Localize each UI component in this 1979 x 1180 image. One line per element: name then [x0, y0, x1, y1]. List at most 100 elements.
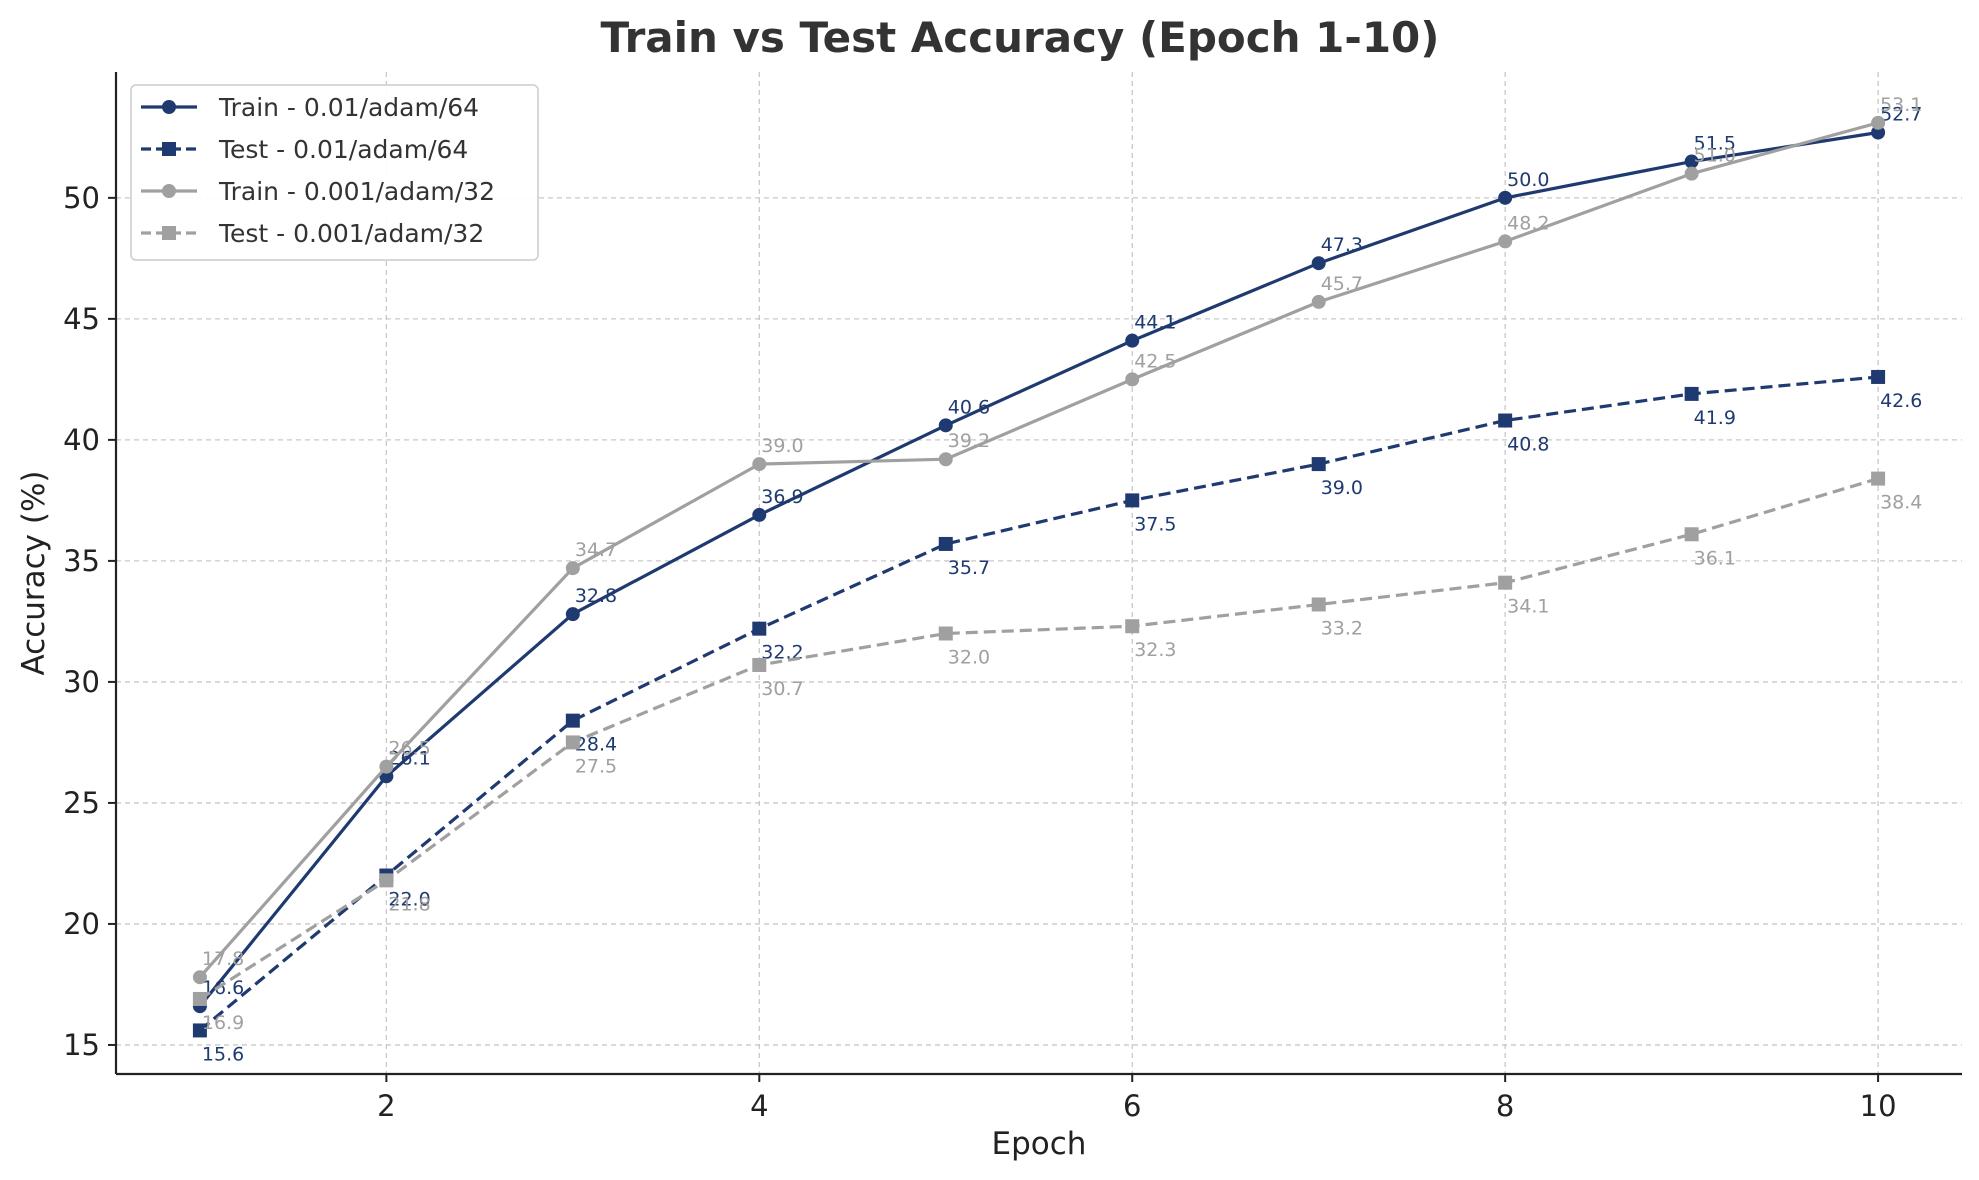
data-point	[1498, 234, 1513, 249]
data-label: 16.6	[202, 977, 244, 999]
data-label: 32.3	[1134, 639, 1176, 661]
data-label: 51.0	[1694, 145, 1736, 167]
data-label: 45.7	[1321, 273, 1363, 295]
data-point	[752, 457, 767, 472]
data-point	[1311, 256, 1326, 271]
x-tick-label: 4	[750, 1089, 768, 1123]
data-label: 39.0	[1321, 477, 1363, 499]
legend: Train - 0.01/adam/64 Test - 0.01/adam/64 T…	[130, 84, 539, 261]
data-label: 53.1	[1880, 94, 1922, 116]
axis-ticks: 2 4 6 8 10 15 20 25 30 35 40 45 50	[63, 181, 1896, 1123]
data-point	[565, 735, 580, 750]
series-line	[198, 130, 1879, 1008]
data-point	[565, 561, 580, 576]
data-label: 36.9	[761, 486, 803, 508]
y-tick-label: 35	[63, 544, 100, 578]
data-point	[938, 418, 953, 433]
series-line	[198, 121, 1879, 979]
data-label: 32.0	[948, 647, 990, 669]
legend-box	[130, 84, 539, 261]
data-point	[1125, 619, 1140, 634]
data-point	[1684, 166, 1699, 181]
data-label: 32.8	[575, 585, 617, 607]
data-point	[1684, 154, 1699, 169]
data-label: 51.5	[1694, 133, 1736, 155]
data-point	[1498, 190, 1513, 205]
data-point	[1311, 294, 1326, 309]
data-point	[752, 621, 767, 636]
y-tick-label: 25	[63, 786, 100, 820]
data-label: 17.8	[202, 948, 244, 970]
legend-marker	[162, 226, 176, 240]
data-point	[1125, 493, 1140, 508]
data-point	[752, 507, 767, 522]
data-label: 39.2	[948, 430, 990, 452]
series-4: 16.9 21.8 27.5 30.7 32.0 32.3 33.2 34.1 36.1 38.4	[192, 471, 1922, 1034]
data-label: 47.3	[1321, 234, 1363, 256]
x-tick-label: 10	[1860, 1089, 1897, 1123]
data-label: 40.6	[948, 396, 990, 418]
data-label: 15.6	[202, 1043, 244, 1065]
y-axis-label: Accuracy (%)	[16, 470, 52, 675]
data-label: 52.7	[1880, 104, 1922, 126]
y-tick-label: 15	[63, 1028, 100, 1062]
legend-label: Test - 0.01/adam/64	[218, 135, 468, 164]
data-point	[1871, 369, 1886, 384]
data-label: 22.0	[388, 889, 430, 911]
data-point	[565, 607, 580, 622]
legend-label: Train - 0.01/adam/64	[218, 93, 479, 122]
data-point	[379, 759, 394, 774]
data-label: 26.5	[388, 738, 430, 760]
series-line	[198, 375, 1879, 1032]
series-layer: 16.626.132.836.940.644.147.350.051.552.7…	[192, 94, 1922, 1065]
data-label: 30.7	[761, 678, 803, 700]
chart-title: Train vs Test Accuracy (Epoch 1-10)	[601, 13, 1440, 62]
data-label: 16.9	[202, 1012, 244, 1034]
legend-label: Test - 0.001/adam/32	[218, 219, 484, 248]
data-point	[1871, 471, 1886, 486]
data-point	[1125, 372, 1140, 387]
y-tick-label: 50	[63, 181, 100, 215]
y-tick-label: 45	[63, 302, 100, 336]
data-point	[1498, 575, 1513, 590]
data-label: 35.7	[948, 557, 990, 579]
y-tick-label: 40	[63, 423, 100, 457]
data-point	[379, 873, 394, 888]
data-label: 44.1	[1134, 312, 1176, 334]
data-label: 40.8	[1507, 434, 1549, 456]
x-tick-label: 6	[1123, 1089, 1141, 1123]
data-point	[1498, 413, 1513, 428]
data-label: 33.2	[1321, 617, 1363, 639]
data-label: 27.5	[575, 755, 617, 777]
legend-marker	[162, 184, 176, 198]
x-axis-label: Epoch	[992, 1126, 1087, 1162]
data-label: 28.4	[575, 734, 617, 756]
data-label: 41.9	[1694, 407, 1736, 429]
data-label: 34.7	[575, 539, 617, 561]
data-point	[1871, 115, 1886, 130]
data-label: 48.2	[1507, 212, 1549, 234]
data-point	[1311, 457, 1326, 472]
axes	[114, 72, 1962, 1076]
y-tick-label: 30	[63, 665, 100, 699]
data-point	[938, 626, 953, 641]
data-label: 39.0	[761, 435, 803, 457]
data-label: 21.8	[388, 893, 430, 915]
data-label: 37.5	[1134, 513, 1176, 535]
data-label: 32.2	[761, 642, 803, 664]
data-point	[938, 452, 953, 467]
data-point	[1684, 386, 1699, 401]
y-tick-label: 20	[63, 907, 100, 941]
data-point	[1125, 333, 1140, 348]
data-point	[192, 1023, 207, 1038]
data-label: 42.5	[1134, 350, 1176, 372]
x-tick-label: 2	[377, 1089, 395, 1123]
data-point	[192, 970, 207, 985]
data-point	[565, 713, 580, 728]
data-point	[1684, 527, 1699, 542]
data-label: 38.4	[1880, 492, 1922, 514]
legend-marker	[162, 100, 176, 114]
data-point	[192, 991, 207, 1006]
data-label: 36.1	[1694, 547, 1736, 569]
